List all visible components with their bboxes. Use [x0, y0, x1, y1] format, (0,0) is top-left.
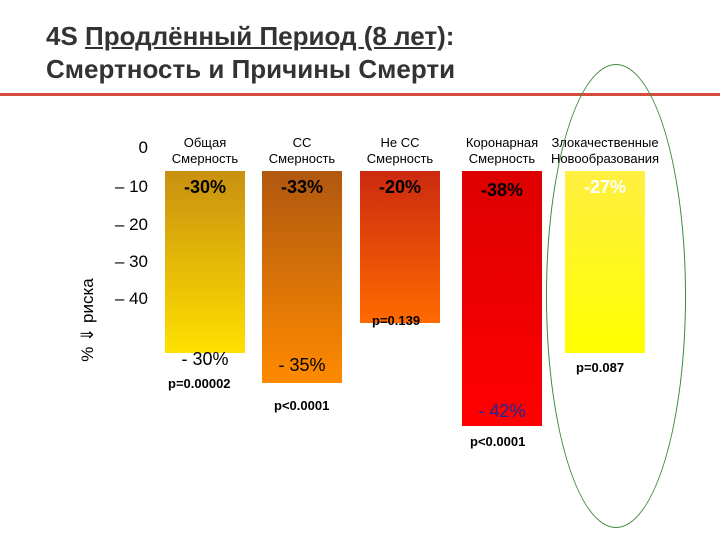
p-value-label: p<0.0001 [274, 398, 330, 413]
top-value-label: -30% [183, 177, 227, 197]
top-value-label: -20% [378, 177, 422, 197]
y-tick-label: 0 [138, 138, 148, 157]
category-label: СС Смерность [268, 135, 336, 166]
title-divider [0, 93, 720, 96]
page-title: 4S Продлённый Период (8 лет): Смертность… [46, 20, 686, 86]
title-line2: Смертность и Причины Смерти [46, 54, 456, 84]
bar [360, 171, 440, 323]
bar [462, 171, 542, 426]
category-label: Коронарная Смерность [465, 135, 539, 166]
title-underlined: Продлённый Период (8 лет) [85, 21, 446, 51]
y-tick-label: – 30 [114, 252, 148, 271]
y-axis-label: % ⇓ риска [78, 278, 97, 362]
bottom-value-label: - 42% [478, 401, 526, 421]
bottom-value-label: - 30% [181, 349, 229, 369]
y-tick-label: – 10 [114, 177, 148, 196]
y-tick-label: – 20 [114, 215, 148, 234]
y-tick-label: – 40 [114, 289, 148, 308]
category-label: Не СС Смерность [366, 135, 434, 166]
p-value-label: p<0.0001 [470, 434, 526, 449]
top-value-label: -33% [280, 177, 324, 197]
bar [165, 171, 245, 354]
highlight-oval [546, 64, 686, 528]
title-suffix: : [445, 21, 455, 51]
bar [262, 171, 342, 384]
top-value-label: -38% [480, 180, 524, 200]
category-label: Общая Смерность [171, 135, 239, 166]
p-value-label: p=0.00002 [168, 376, 231, 391]
title-prefix: 4S [46, 21, 86, 51]
p-value-label: p=0.139 [372, 313, 421, 328]
bottom-value-label: - 35% [278, 355, 326, 375]
